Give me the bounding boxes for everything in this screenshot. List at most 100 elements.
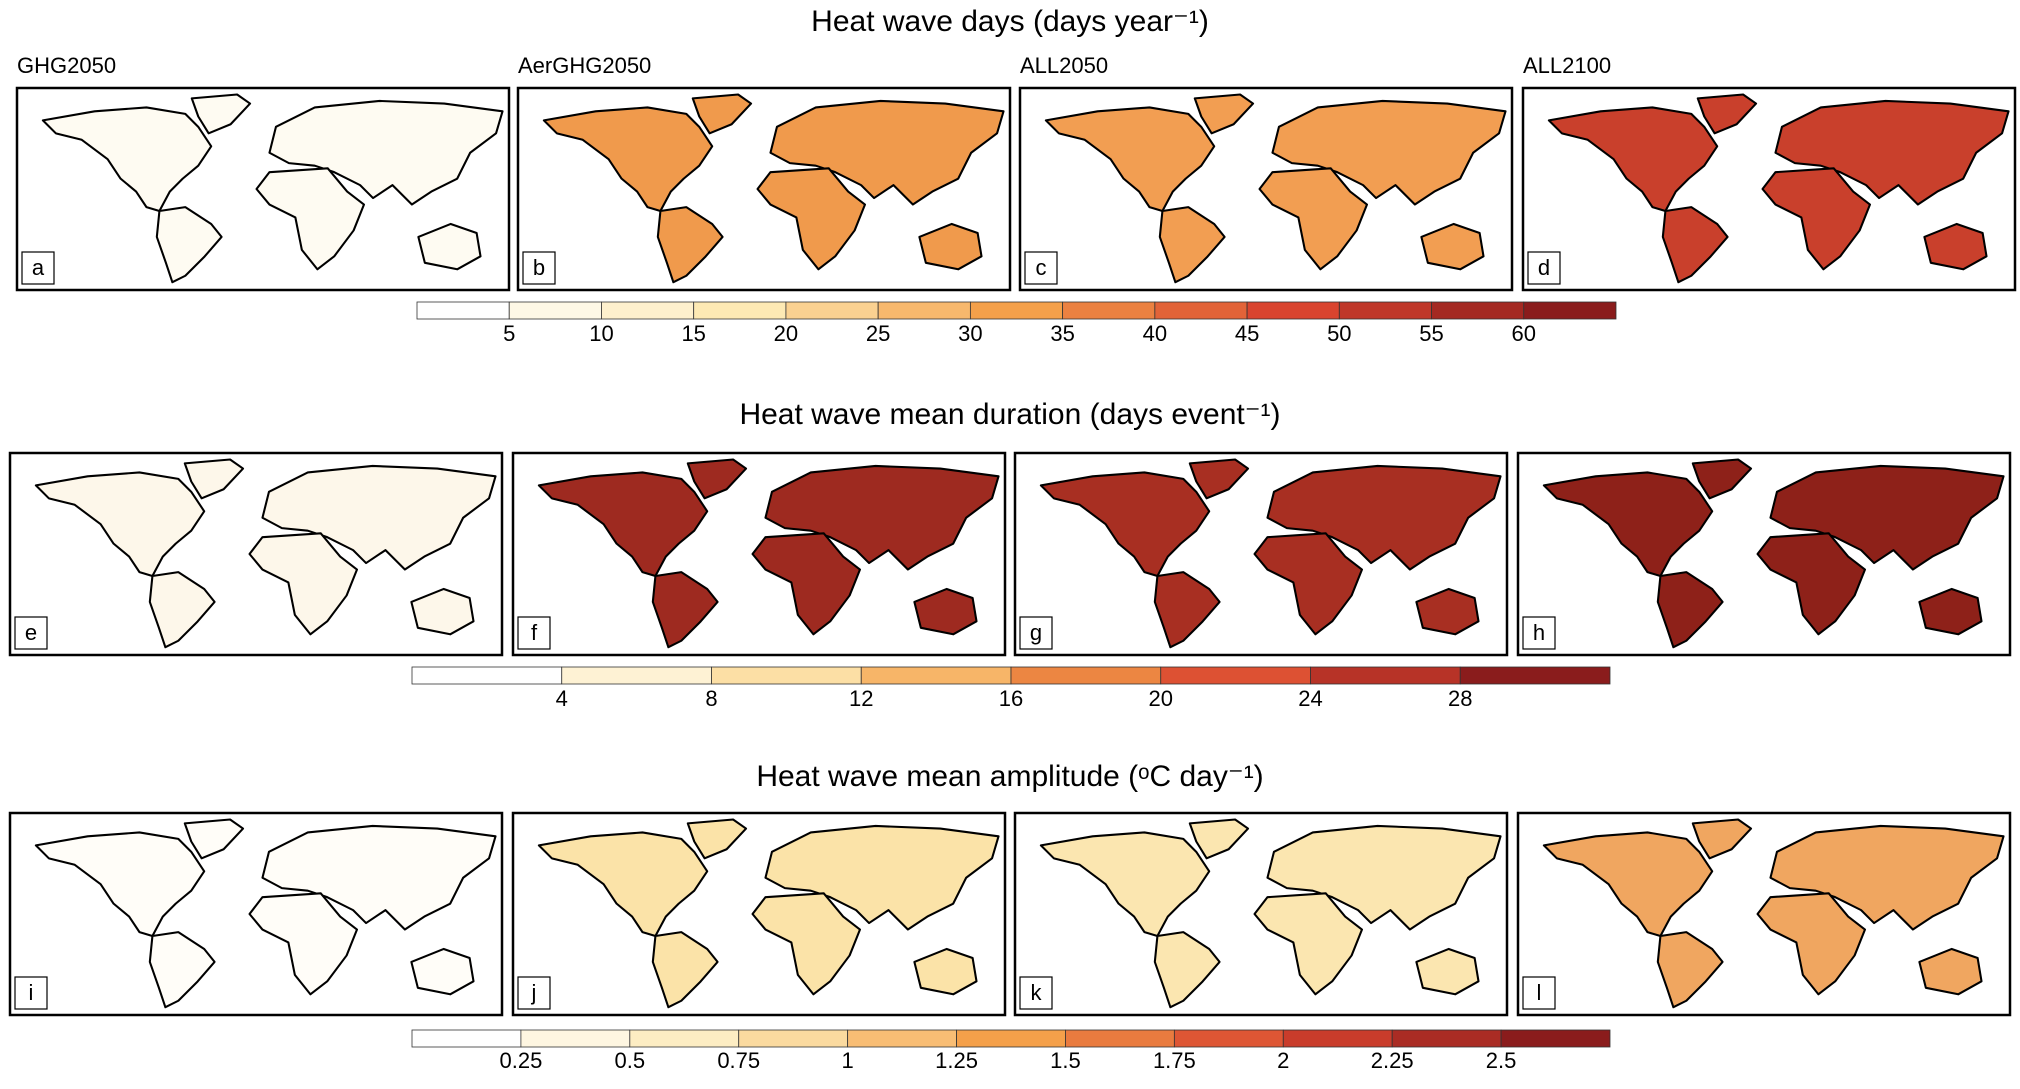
land <box>542 93 1005 284</box>
land <box>1547 93 2010 284</box>
map-panel: k <box>1013 811 1509 1017</box>
land <box>1542 458 2005 649</box>
land <box>34 458 497 649</box>
map <box>34 818 497 1009</box>
panel-label-box <box>517 976 551 1010</box>
map-panel: i <box>8 811 504 1017</box>
colorbar-bin <box>693 301 787 320</box>
colorbar-bin <box>1500 1029 1611 1048</box>
panel-frame <box>1013 811 1509 1017</box>
colorbar-bin <box>416 301 510 320</box>
colorbar-tick-label: 0.25 <box>499 1048 542 1073</box>
map-panel: a <box>15 86 511 292</box>
colorbar-bin <box>956 1029 1066 1048</box>
colorbar-bin <box>629 1029 740 1048</box>
colorbar-tick-label: 45 <box>1235 321 1259 346</box>
colorbar-bin <box>877 301 971 320</box>
colorbar-bin <box>520 1029 631 1048</box>
map-panel: h <box>1516 451 2012 657</box>
colorbar-tick-label: 35 <box>1050 321 1074 346</box>
panel-label: c <box>1036 255 1047 280</box>
colorbar-bin <box>1154 301 1248 320</box>
colorbar-bin <box>1062 301 1156 320</box>
panel-label: e <box>25 620 37 645</box>
panel-frame <box>511 811 1007 1017</box>
panel-label-box <box>21 251 55 285</box>
panel-frame <box>1013 451 1509 657</box>
panel-label-box <box>1019 616 1053 650</box>
land <box>1542 818 2005 1009</box>
colorbar-bin <box>847 1029 957 1048</box>
colorbar-tick-label: 10 <box>589 321 613 346</box>
panel-label-box <box>14 976 48 1010</box>
map <box>1542 818 2005 1009</box>
colorbar-bin <box>1246 301 1340 320</box>
colorbar-tick-label: 60 <box>1512 321 1536 346</box>
colorbar-tick-label: 0.75 <box>717 1048 760 1073</box>
colorbar-bin <box>1010 666 1162 685</box>
colorbar-bin <box>1338 301 1432 320</box>
panel-frame <box>8 811 504 1017</box>
colorbar-tick-label: 40 <box>1143 321 1167 346</box>
land <box>34 818 497 1009</box>
map <box>1044 93 1507 284</box>
colorbar-bin <box>738 1029 849 1048</box>
map-panel: d <box>1521 86 2017 292</box>
colorbar-tick-label: 15 <box>681 321 705 346</box>
colorbar-tick-label: 0.5 <box>615 1048 646 1073</box>
map-panel: l <box>1516 811 2012 1017</box>
panel-frame <box>511 451 1007 657</box>
colorbar-tick-label: 1.75 <box>1153 1048 1196 1073</box>
map-panel: c <box>1018 86 1514 292</box>
colorbar-tick-label: 4 <box>556 686 568 711</box>
panel-label-box <box>522 251 556 285</box>
colorbar-bin <box>561 666 712 685</box>
colorbar-bin <box>1523 301 1617 320</box>
colorbar-tick-label: 50 <box>1327 321 1351 346</box>
colorbar-tick-label: 30 <box>958 321 982 346</box>
panel-label: g <box>1030 620 1042 645</box>
map-panel: e <box>8 451 504 657</box>
colorbar-tick-label: 1 <box>842 1048 854 1073</box>
panel-label: a <box>32 255 45 280</box>
map <box>34 458 497 649</box>
colorbar-tick-label: 20 <box>774 321 798 346</box>
colorbar-tick-label: 20 <box>1149 686 1173 711</box>
row-title: Heat wave days (days year⁻¹) <box>811 5 1209 38</box>
map-panel: f <box>511 451 1007 657</box>
panel-label: j <box>531 980 537 1005</box>
panel-label: h <box>1533 620 1545 645</box>
colorbar-bin <box>1391 1029 1502 1048</box>
colorbar-bin <box>1160 666 1311 685</box>
colorbar-bin <box>411 666 563 685</box>
colorbar-tick-label: 2.5 <box>1486 1048 1517 1073</box>
map-panel: b <box>516 86 1012 292</box>
row-title: Heat wave mean duration (days event⁻¹) <box>739 398 1280 431</box>
colorbar-tick-label: 1.25 <box>935 1048 978 1073</box>
panel-label: l <box>1537 980 1542 1005</box>
colorbar-bin <box>711 666 862 685</box>
colorbar-bin <box>411 1029 522 1048</box>
colorbar-tick-label: 2.25 <box>1371 1048 1414 1073</box>
colorbar-tick-label: 16 <box>999 686 1023 711</box>
panel-frame <box>8 451 504 657</box>
panel-frame <box>516 86 1012 292</box>
map <box>41 93 504 284</box>
panel-label-box <box>1024 251 1058 285</box>
colorbar-bin <box>785 301 879 320</box>
panel-frame <box>1521 86 2017 292</box>
panel-label: f <box>531 620 538 645</box>
colorbar-bin <box>508 301 602 320</box>
panel-label-box <box>1527 251 1561 285</box>
colorbar-bin <box>1459 666 1611 685</box>
panel-label: d <box>1538 255 1550 280</box>
colorbar-bin <box>1282 1029 1393 1048</box>
colorbar-tick-label: 28 <box>1448 686 1472 711</box>
colorbar-tick-label: 12 <box>849 686 873 711</box>
colorbar-tick-label: 25 <box>866 321 890 346</box>
panel-label-box <box>14 616 48 650</box>
column-label: GHG2050 <box>17 53 116 78</box>
colorbar-bin <box>601 301 695 320</box>
